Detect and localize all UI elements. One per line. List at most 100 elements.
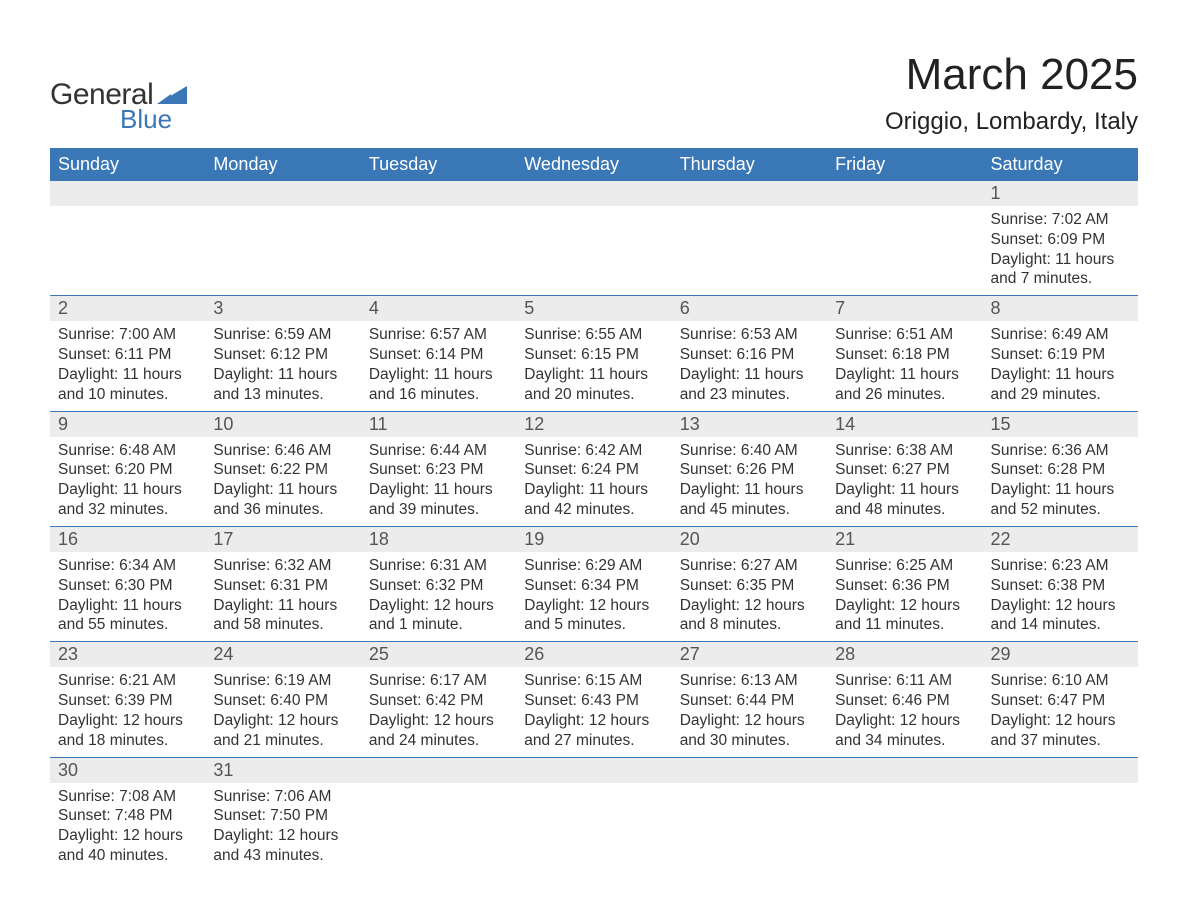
day-number: 16 (50, 527, 205, 552)
calendar-cell: Sunrise: 6:25 AMSunset: 6:36 PMDaylight:… (827, 552, 982, 641)
cell-line: Sunrise: 6:57 AM (369, 325, 508, 345)
cell-content (827, 783, 982, 863)
cell-content: Sunrise: 6:55 AMSunset: 6:15 PMDaylight:… (516, 321, 671, 410)
cell-line: and 8 minutes. (680, 615, 819, 635)
cell-line: Sunrise: 7:08 AM (58, 787, 197, 807)
cell-line: and 5 minutes. (524, 615, 663, 635)
day-number: 25 (361, 642, 516, 667)
cell-line: Sunset: 6:36 PM (835, 576, 974, 596)
cell-line: Sunset: 6:16 PM (680, 345, 819, 365)
cell-line: Sunset: 6:39 PM (58, 691, 197, 711)
cell-line: Sunset: 6:47 PM (991, 691, 1130, 711)
cell-line: Sunset: 6:15 PM (524, 345, 663, 365)
day-number: 11 (361, 412, 516, 437)
daynum-strip: 9101112131415 (50, 412, 1138, 437)
page-title-location: Origgio, Lombardy, Italy (885, 108, 1138, 136)
logo: General Blue (50, 78, 187, 135)
cell-line: Sunrise: 6:10 AM (991, 671, 1130, 691)
title-block: March 2025 Origgio, Lombardy, Italy (885, 50, 1138, 136)
daynum-strip: 23242526272829 (50, 642, 1138, 667)
cell-content (205, 206, 360, 286)
cell-line: Sunset: 6:09 PM (991, 230, 1130, 250)
cell-line: and 30 minutes. (680, 731, 819, 751)
cell-line: and 1 minute. (369, 615, 508, 635)
calendar-cell: Sunrise: 6:11 AMSunset: 6:46 PMDaylight:… (827, 667, 982, 756)
cell-content: Sunrise: 6:21 AMSunset: 6:39 PMDaylight:… (50, 667, 205, 756)
calendar-cell: Sunrise: 7:08 AMSunset: 7:48 PMDaylight:… (50, 783, 205, 872)
cell-line: Daylight: 11 hours (58, 596, 197, 616)
cell-line: Sunrise: 7:06 AM (213, 787, 352, 807)
week-wrap: 23242526272829Sunrise: 6:21 AMSunset: 6:… (50, 642, 1138, 757)
cell-content: Sunrise: 6:23 AMSunset: 6:38 PMDaylight:… (983, 552, 1138, 641)
day-number (516, 181, 671, 206)
cell-line: Sunset: 7:48 PM (58, 806, 197, 826)
week-wrap: 16171819202122Sunrise: 6:34 AMSunset: 6:… (50, 527, 1138, 642)
day-number: 1 (983, 181, 1138, 206)
day-number (983, 758, 1138, 783)
cell-line: Daylight: 12 hours (524, 596, 663, 616)
calendar-cell: Sunrise: 6:55 AMSunset: 6:15 PMDaylight:… (516, 321, 671, 410)
cell-line: and 52 minutes. (991, 500, 1130, 520)
cell-line: and 18 minutes. (58, 731, 197, 751)
cell-content: Sunrise: 7:08 AMSunset: 7:48 PMDaylight:… (50, 783, 205, 872)
day-number: 9 (50, 412, 205, 437)
day-number: 6 (672, 296, 827, 321)
calendar-cell (983, 783, 1138, 872)
calendar-cell: Sunrise: 6:57 AMSunset: 6:14 PMDaylight:… (361, 321, 516, 410)
cell-line: Sunrise: 6:46 AM (213, 441, 352, 461)
cell-line: and 36 minutes. (213, 500, 352, 520)
day-number (827, 181, 982, 206)
cell-line: Sunrise: 6:38 AM (835, 441, 974, 461)
cell-content: Sunrise: 6:49 AMSunset: 6:19 PMDaylight:… (983, 321, 1138, 410)
calendar-cell: Sunrise: 6:21 AMSunset: 6:39 PMDaylight:… (50, 667, 205, 756)
cell-content (983, 783, 1138, 863)
day-number: 31 (205, 758, 360, 783)
cell-line: Sunset: 6:35 PM (680, 576, 819, 596)
day-number: 13 (672, 412, 827, 437)
day-number: 4 (361, 296, 516, 321)
cell-content (827, 206, 982, 286)
cell-line: Sunrise: 7:02 AM (991, 210, 1130, 230)
week-wrap: 9101112131415Sunrise: 6:48 AMSunset: 6:2… (50, 412, 1138, 527)
cell-line: Sunset: 6:24 PM (524, 460, 663, 480)
cell-line: and 11 minutes. (835, 615, 974, 635)
cell-line: and 21 minutes. (213, 731, 352, 751)
cell-content: Sunrise: 6:48 AMSunset: 6:20 PMDaylight:… (50, 437, 205, 526)
cell-line: Daylight: 12 hours (58, 711, 197, 731)
cell-content (50, 206, 205, 286)
calendar-cell: Sunrise: 6:49 AMSunset: 6:19 PMDaylight:… (983, 321, 1138, 410)
cell-line: Sunset: 6:31 PM (213, 576, 352, 596)
day-number: 19 (516, 527, 671, 552)
calendar-cell (516, 206, 671, 295)
cell-content: Sunrise: 6:27 AMSunset: 6:35 PMDaylight:… (672, 552, 827, 641)
day-number: 14 (827, 412, 982, 437)
calendar-cell: Sunrise: 6:48 AMSunset: 6:20 PMDaylight:… (50, 437, 205, 526)
weekday-header: Sunday (50, 148, 205, 181)
cell-line: Daylight: 12 hours (369, 596, 508, 616)
cell-line: Daylight: 11 hours (524, 480, 663, 500)
cell-content: Sunrise: 6:17 AMSunset: 6:42 PMDaylight:… (361, 667, 516, 756)
cell-content: Sunrise: 6:25 AMSunset: 6:36 PMDaylight:… (827, 552, 982, 641)
cell-line: and 26 minutes. (835, 385, 974, 405)
calendar-cell: Sunrise: 6:27 AMSunset: 6:35 PMDaylight:… (672, 552, 827, 641)
cell-line: and 16 minutes. (369, 385, 508, 405)
cell-content: Sunrise: 6:51 AMSunset: 6:18 PMDaylight:… (827, 321, 982, 410)
weekday-header: Tuesday (361, 148, 516, 181)
week-body-strip: Sunrise: 6:34 AMSunset: 6:30 PMDaylight:… (50, 552, 1138, 641)
cell-line: Sunset: 6:26 PM (680, 460, 819, 480)
cell-line: Sunset: 6:46 PM (835, 691, 974, 711)
cell-content: Sunrise: 6:32 AMSunset: 6:31 PMDaylight:… (205, 552, 360, 641)
cell-content: Sunrise: 6:19 AMSunset: 6:40 PMDaylight:… (205, 667, 360, 756)
cell-line: Sunset: 6:38 PM (991, 576, 1130, 596)
calendar-cell (672, 206, 827, 295)
cell-content: Sunrise: 6:15 AMSunset: 6:43 PMDaylight:… (516, 667, 671, 756)
calendar-cell: Sunrise: 6:44 AMSunset: 6:23 PMDaylight:… (361, 437, 516, 526)
day-number: 2 (50, 296, 205, 321)
cell-content (361, 206, 516, 286)
day-number (361, 181, 516, 206)
cell-line: Sunrise: 6:51 AM (835, 325, 974, 345)
cell-line: Daylight: 12 hours (524, 711, 663, 731)
cell-content: Sunrise: 6:36 AMSunset: 6:28 PMDaylight:… (983, 437, 1138, 526)
cell-line: Daylight: 11 hours (213, 365, 352, 385)
cell-line: Daylight: 11 hours (369, 365, 508, 385)
